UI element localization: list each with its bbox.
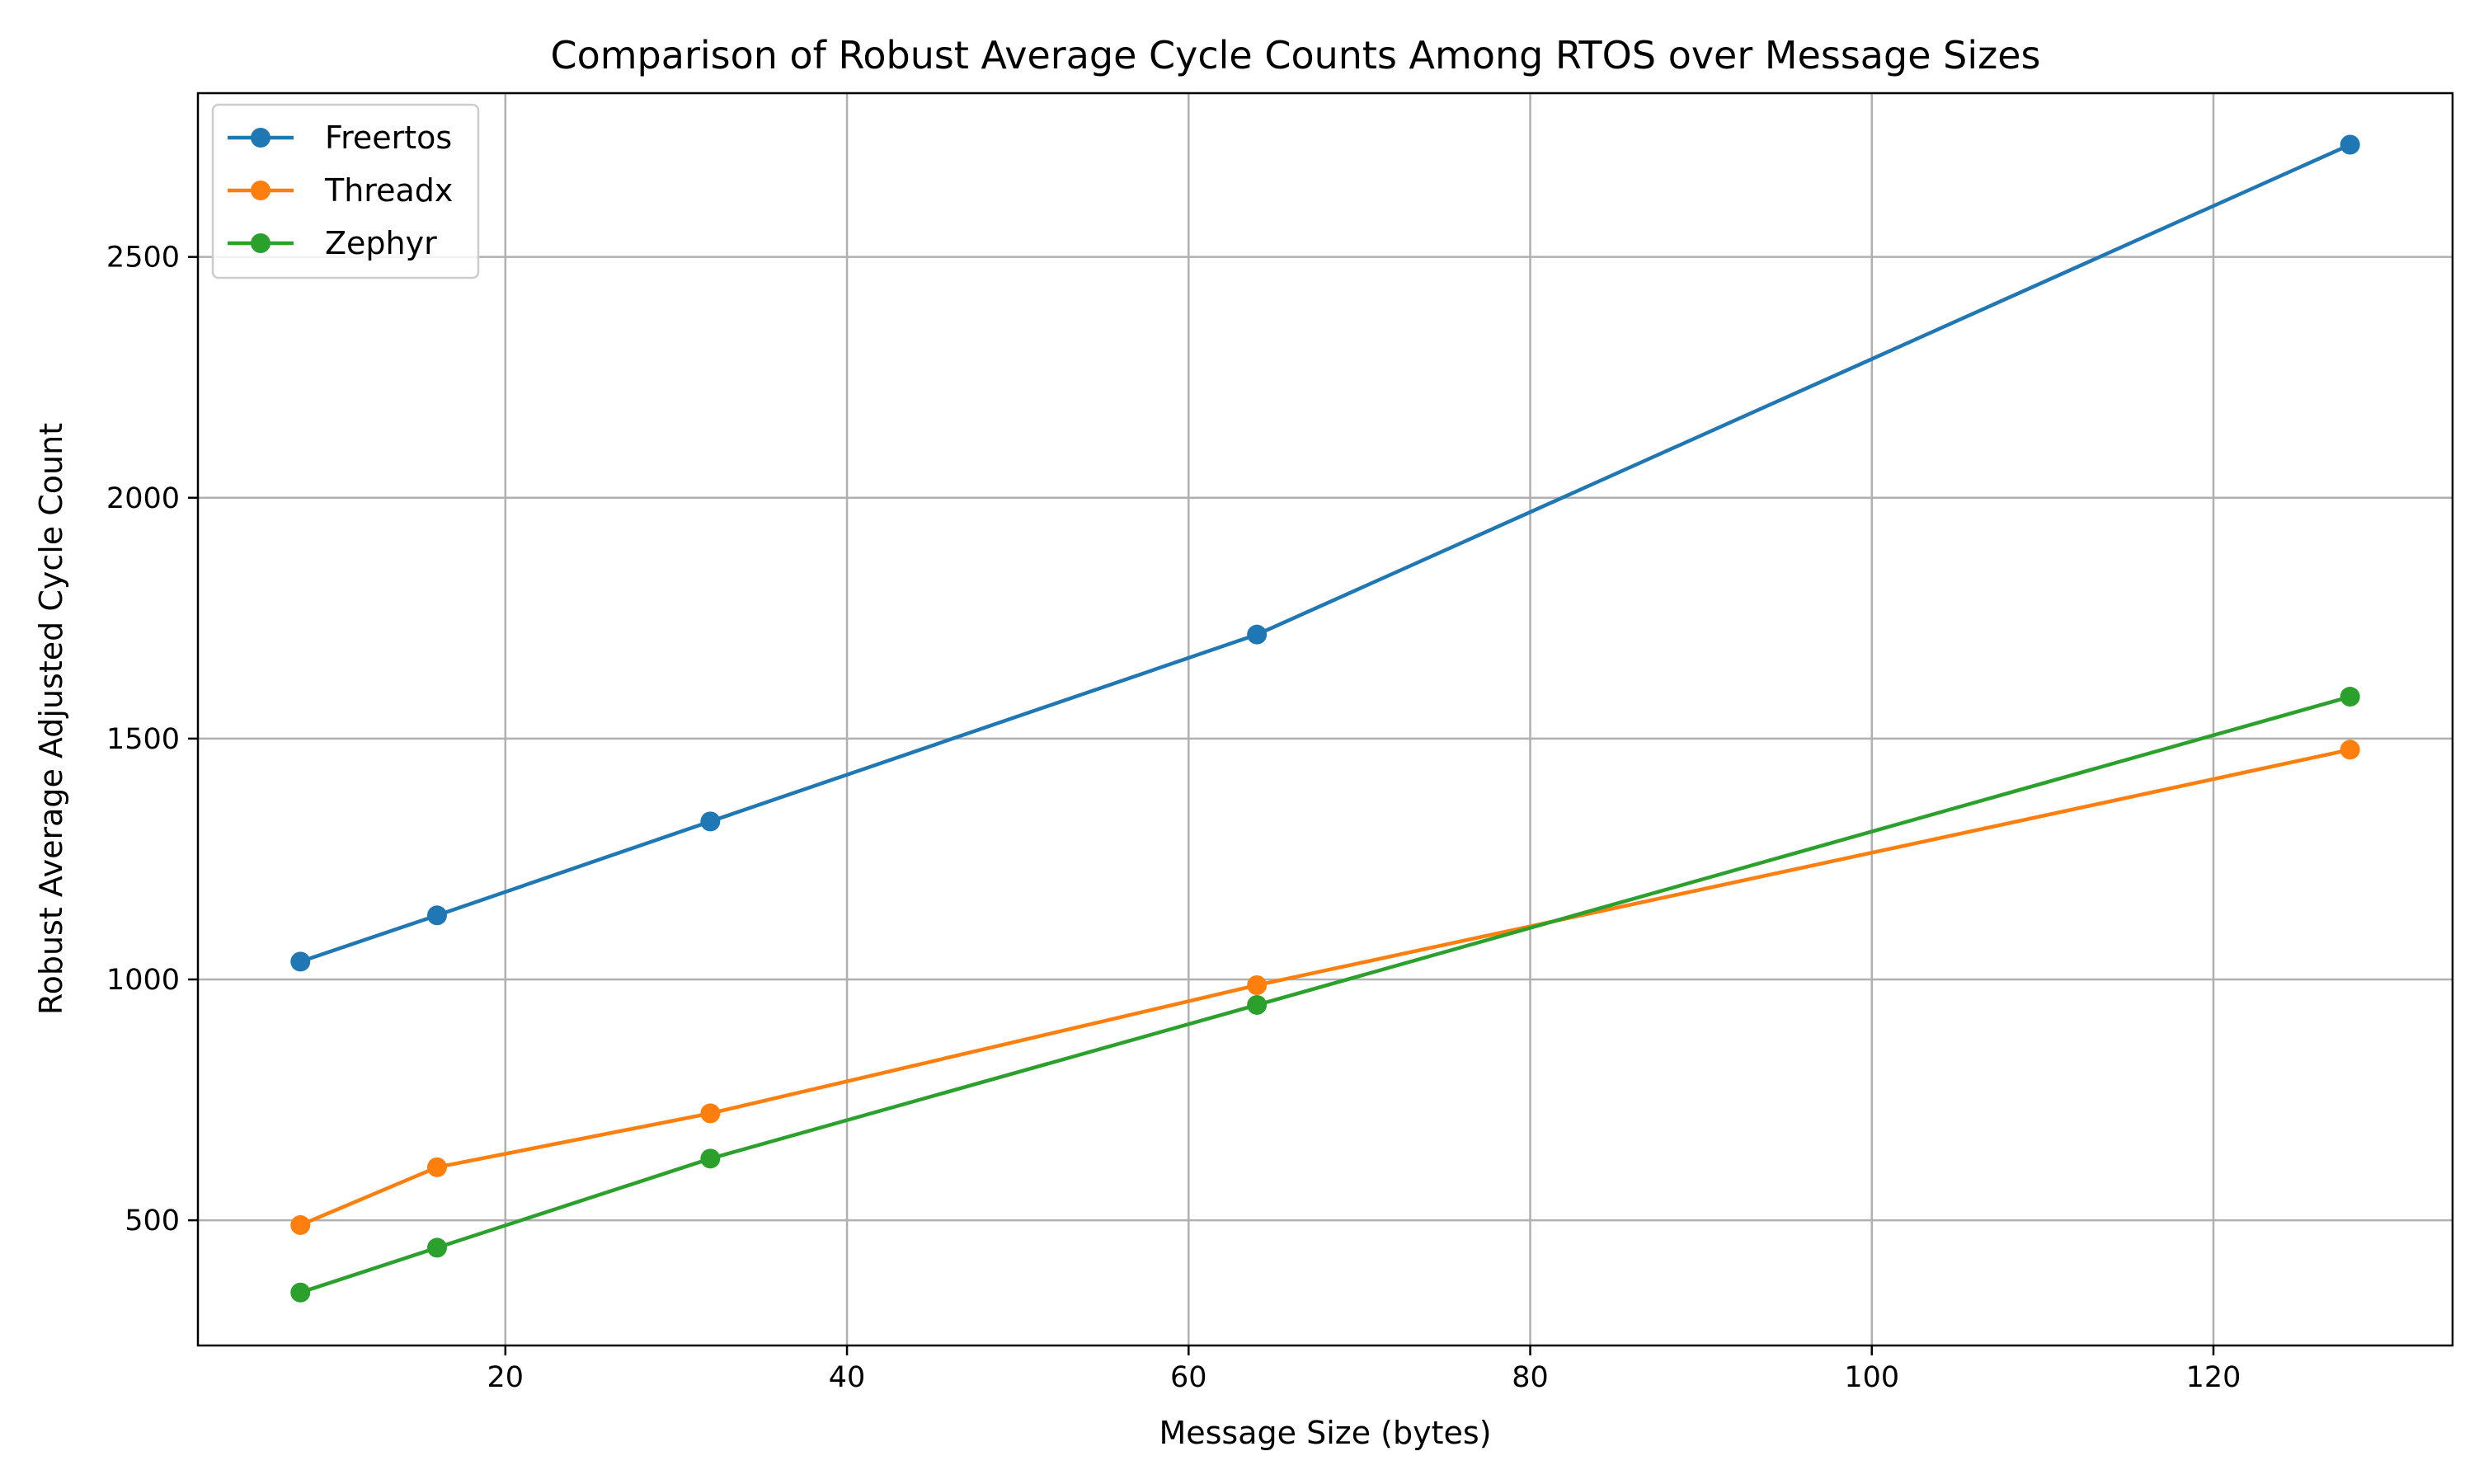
data-point-zephyr [1247,994,1268,1015]
legend-swatch-marker [251,128,270,148]
ticks: 20 40 60 80 100 120 500 1000 1500 2000 2500 [106,242,2241,1394]
data-point-freertos [700,811,721,832]
series-threadx [290,740,2360,1235]
y-tick-label: 1000 [106,964,180,997]
legend-label: Threadx [324,172,453,209]
y-tick-label: 2000 [106,482,180,515]
y-tick-label: 1500 [106,723,180,756]
data-point-freertos [2340,134,2360,155]
data-point-zephyr [2340,687,2360,707]
x-tick-label: 120 [2186,1361,2241,1394]
legend-swatch-marker [251,181,270,200]
legend-item-threadx: Threadx [228,172,453,209]
data-point-freertos [1247,624,1268,645]
y-tick-label: 500 [125,1205,180,1237]
legend-item-zephyr: Zephyr [228,225,437,261]
legend-swatch-marker [251,233,270,253]
plot-frame [196,92,2454,1347]
legend-label: Zephyr [325,225,437,261]
y-axis-label: Robust Average Adjusted Cycle Count [33,423,69,1015]
data-point-zephyr [290,1282,311,1303]
y-tick-label: 2500 [106,242,180,275]
legend: Freertos Threadx Zephyr [211,103,480,279]
legend-item-freertos: Freertos [228,120,452,156]
data-point-zephyr [426,1237,447,1258]
chart-title: Comparison of Robust Average Cycle Count… [550,33,2040,77]
x-tick-label: 40 [829,1361,866,1394]
series-zephyr [290,687,2360,1303]
x-tick-label: 80 [1512,1361,1549,1394]
x-tick-label: 60 [1170,1361,1207,1394]
x-tick-label: 20 [487,1361,524,1394]
data-point-freertos [290,951,311,972]
data-point-threadx [426,1157,447,1177]
data-point-freertos [426,905,447,926]
x-tick-label: 100 [1844,1361,1899,1394]
grid [198,93,2453,1345]
series-freertos [290,134,2360,972]
data-point-threadx [2340,740,2360,760]
x-axis-label: Message Size (bytes) [1159,1415,1491,1451]
data-point-threadx [290,1214,311,1235]
data-point-threadx [1247,974,1268,995]
data-point-threadx [700,1103,721,1124]
series-layer [290,134,2360,1303]
data-point-zephyr [700,1148,721,1169]
legend-box [211,103,480,279]
legend-label: Freertos [325,120,452,156]
